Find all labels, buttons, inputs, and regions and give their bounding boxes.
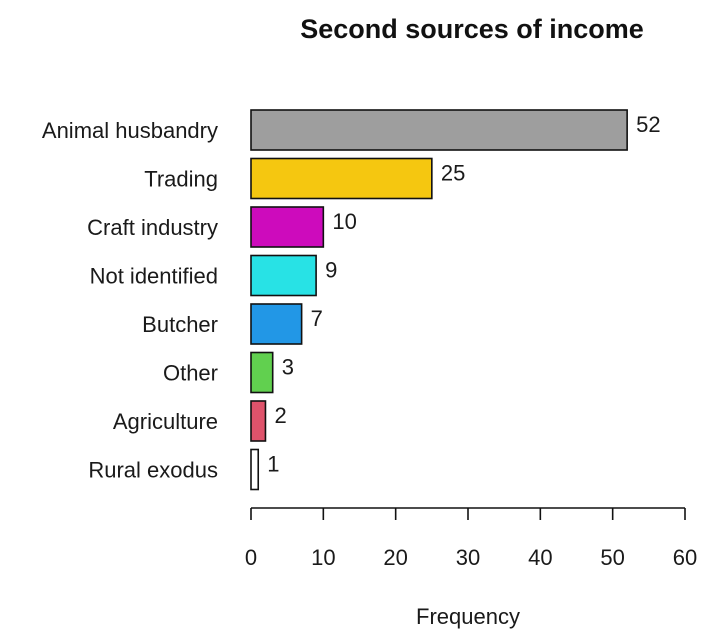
bar-animal-husbandry	[250, 109, 628, 151]
category-label-not-identified: Not identified	[90, 264, 218, 289]
category-label-rural-exodus: Rural exodus	[88, 458, 218, 483]
bar-other	[250, 351, 274, 394]
x-axis: 0 10 20 30 40 50 60	[245, 507, 697, 570]
bar-craft-industry	[250, 206, 325, 248]
x-tick-label-20: 20	[383, 545, 407, 570]
bar-agriculture	[250, 400, 267, 442]
category-label-craft-industry: Craft industry	[87, 215, 218, 240]
category-label-animal-husbandry: Animal husbandry	[42, 118, 218, 143]
bar-butcher	[250, 303, 303, 345]
x-axis-label: Frequency	[416, 604, 520, 629]
category-label-butcher: Butcher	[142, 312, 218, 337]
value-label-craft-industry: 10	[332, 209, 356, 234]
value-label-not-identified: 9	[325, 258, 337, 283]
bar-trading	[250, 157, 433, 200]
x-tick-label-10: 10	[311, 545, 335, 570]
value-label-rural-exodus: 1	[267, 452, 279, 477]
value-label-animal-husbandry: 52	[636, 112, 660, 137]
x-tick-label-50: 50	[600, 545, 624, 570]
x-tick-label-0: 0	[245, 545, 257, 570]
x-tick-label-40: 40	[528, 545, 552, 570]
chart-title: Second sources of income	[300, 14, 644, 44]
value-label-trading: 25	[441, 161, 465, 186]
value-label-agriculture: 2	[274, 403, 286, 428]
category-label-other: Other	[163, 361, 218, 386]
x-tick-label-60: 60	[673, 545, 697, 570]
value-label-other: 3	[282, 355, 294, 380]
bar-rural-exodus	[250, 448, 260, 491]
x-tick-label-30: 30	[456, 545, 480, 570]
value-label-butcher: 7	[311, 306, 323, 331]
category-label-trading: Trading	[144, 167, 218, 192]
bars-layer: Animal husbandry 52 Trading 25 Craft industr…	[42, 109, 661, 491]
bar-not-identified	[250, 254, 317, 297]
category-label-agriculture: Agriculture	[113, 409, 218, 434]
